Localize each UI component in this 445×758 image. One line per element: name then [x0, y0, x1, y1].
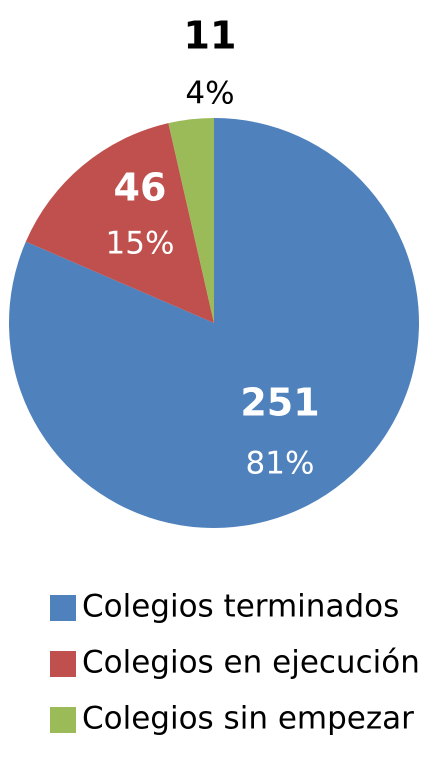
percentage-label: 15% — [106, 226, 175, 262]
legend-label: Colegios sin empezar — [82, 701, 414, 737]
legend-swatch — [50, 595, 76, 621]
pie-slice — [25, 123, 214, 324]
value-label: 11 — [184, 14, 237, 58]
legend-label: Colegios en ejecución — [82, 645, 420, 681]
pie-slice — [168, 118, 214, 323]
legend-label: Colegios terminados — [82, 589, 399, 625]
legend-swatch — [50, 707, 76, 733]
pie-slice — [9, 118, 420, 528]
legend-swatch — [50, 651, 76, 677]
percentage-label: 81% — [246, 446, 315, 482]
value-label: 251 — [240, 381, 319, 425]
percentage-label: 4% — [185, 76, 234, 112]
value-label: 46 — [114, 166, 167, 210]
